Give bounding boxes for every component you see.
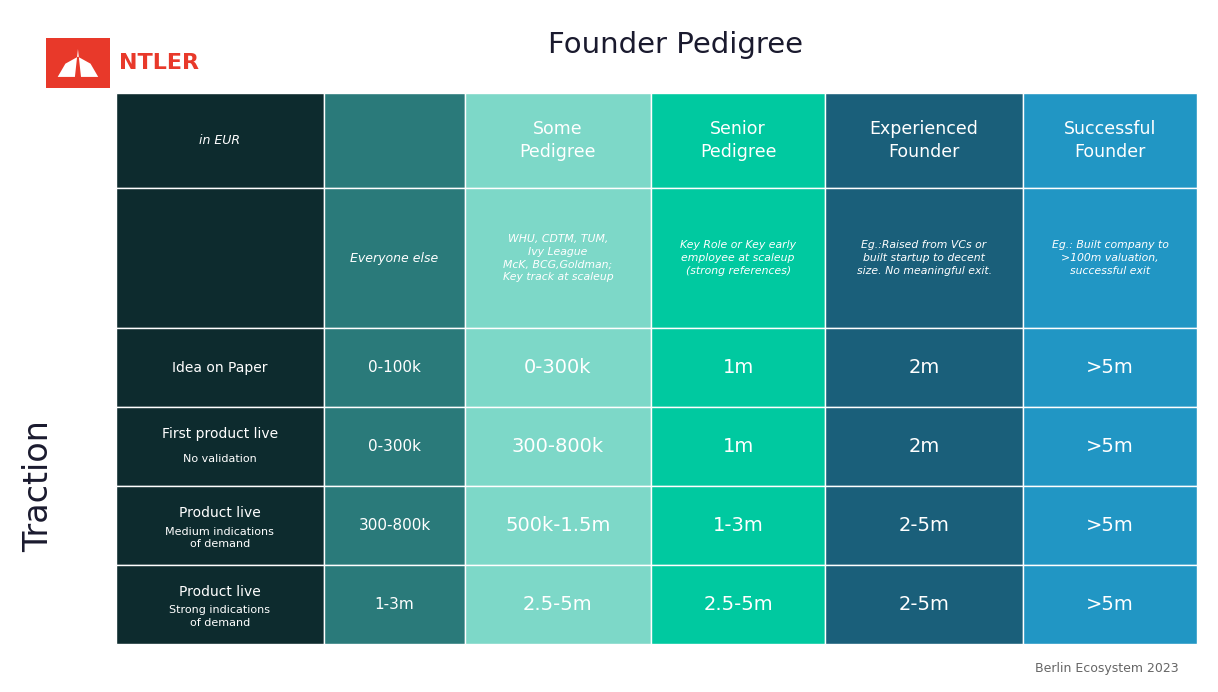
Text: 300-800k: 300-800k [358, 518, 431, 533]
Text: 0-300k: 0-300k [524, 358, 592, 377]
Text: 2.5-5m: 2.5-5m [703, 594, 773, 614]
Text: >5m: >5m [1086, 437, 1134, 456]
Bar [826, 486, 1023, 565]
Text: Some
Pedigree: Some Pedigree [520, 120, 596, 161]
Text: >5m: >5m [1086, 594, 1134, 614]
Text: Eg.:Raised from VCs or
built startup to decent
size. No meaningful exit.: Eg.:Raised from VCs or built startup to … [856, 240, 991, 276]
Bar [324, 486, 465, 565]
Text: >5m: >5m [1086, 358, 1134, 377]
Text: 0-100k: 0-100k [368, 360, 421, 375]
Bar [650, 328, 826, 407]
Bar [324, 407, 465, 486]
Bar [650, 407, 826, 486]
Bar [826, 328, 1023, 407]
Bar [465, 328, 650, 407]
Bar [826, 407, 1023, 486]
Bar [324, 565, 465, 644]
Text: 1m: 1m [722, 437, 754, 456]
Text: Traction: Traction [22, 420, 56, 552]
Text: No validation: No validation [183, 454, 257, 464]
Text: 2m: 2m [909, 358, 940, 377]
Bar [826, 565, 1023, 644]
Text: Senior
Pedigree: Senior Pedigree [700, 120, 776, 161]
Text: NTLER: NTLER [119, 53, 200, 73]
Bar [324, 188, 465, 328]
Text: Experienced
Founder: Experienced Founder [870, 120, 978, 161]
Text: 500k-1.5m: 500k-1.5m [505, 516, 610, 535]
Bar [826, 188, 1023, 328]
Bar [46, 38, 110, 88]
Text: Berlin Ecosystem 2023: Berlin Ecosystem 2023 [1035, 662, 1179, 675]
Text: 2.5-5m: 2.5-5m [523, 594, 593, 614]
Text: 1-3m: 1-3m [375, 597, 414, 612]
Bar [826, 93, 1023, 188]
Text: 0-300k: 0-300k [368, 439, 421, 454]
Text: in EUR: in EUR [200, 134, 240, 147]
Bar [465, 486, 650, 565]
Text: 2-5m: 2-5m [899, 516, 950, 535]
Text: Everyone else: Everyone else [351, 252, 438, 264]
Text: Strong indications
of demand: Strong indications of demand [169, 606, 270, 628]
Bar [465, 565, 650, 644]
Bar [1023, 565, 1197, 644]
Text: 1m: 1m [722, 358, 754, 377]
Text: Founder Pedigree: Founder Pedigree [548, 31, 804, 59]
Bar [650, 486, 826, 565]
Text: Eg.: Built company to
>100m valuation,
successful exit: Eg.: Built company to >100m valuation, s… [1051, 240, 1168, 276]
Text: Key Role or Key early
employee at scaleup
(strong references): Key Role or Key early employee at scaleu… [680, 240, 797, 276]
Bar [650, 565, 826, 644]
Text: Successful
Founder: Successful Founder [1063, 120, 1156, 161]
Bar [1023, 188, 1197, 328]
Bar [465, 407, 650, 486]
Bar [650, 93, 826, 188]
Text: 2m: 2m [909, 437, 940, 456]
Bar [116, 328, 324, 407]
Text: Medium indications
of demand: Medium indications of demand [166, 527, 274, 549]
Bar [650, 188, 826, 328]
Text: 300-800k: 300-800k [512, 437, 604, 456]
Text: >5m: >5m [1086, 516, 1134, 535]
Bar [1023, 407, 1197, 486]
Polygon shape [57, 49, 99, 77]
Text: Product live: Product live [179, 585, 261, 599]
Bar [1023, 93, 1197, 188]
Bar [116, 93, 324, 188]
Bar [1023, 328, 1197, 407]
Bar [324, 93, 465, 188]
Bar [116, 565, 324, 644]
Bar [465, 93, 650, 188]
Bar [465, 188, 650, 328]
Bar [1023, 486, 1197, 565]
Text: 1-3m: 1-3m [713, 516, 764, 535]
Bar [116, 486, 324, 565]
Bar [116, 188, 324, 328]
Text: First product live: First product live [162, 427, 278, 441]
Bar [116, 407, 324, 486]
Text: Product live: Product live [179, 506, 261, 520]
Text: Idea on Paper: Idea on Paper [172, 361, 268, 374]
Bar [324, 328, 465, 407]
Text: 2-5m: 2-5m [899, 594, 950, 614]
Text: WHU, CDTM, TUM,
Ivy League
McK, BCG,Goldman;
Key track at scaleup: WHU, CDTM, TUM, Ivy League McK, BCG,Gold… [503, 234, 613, 282]
